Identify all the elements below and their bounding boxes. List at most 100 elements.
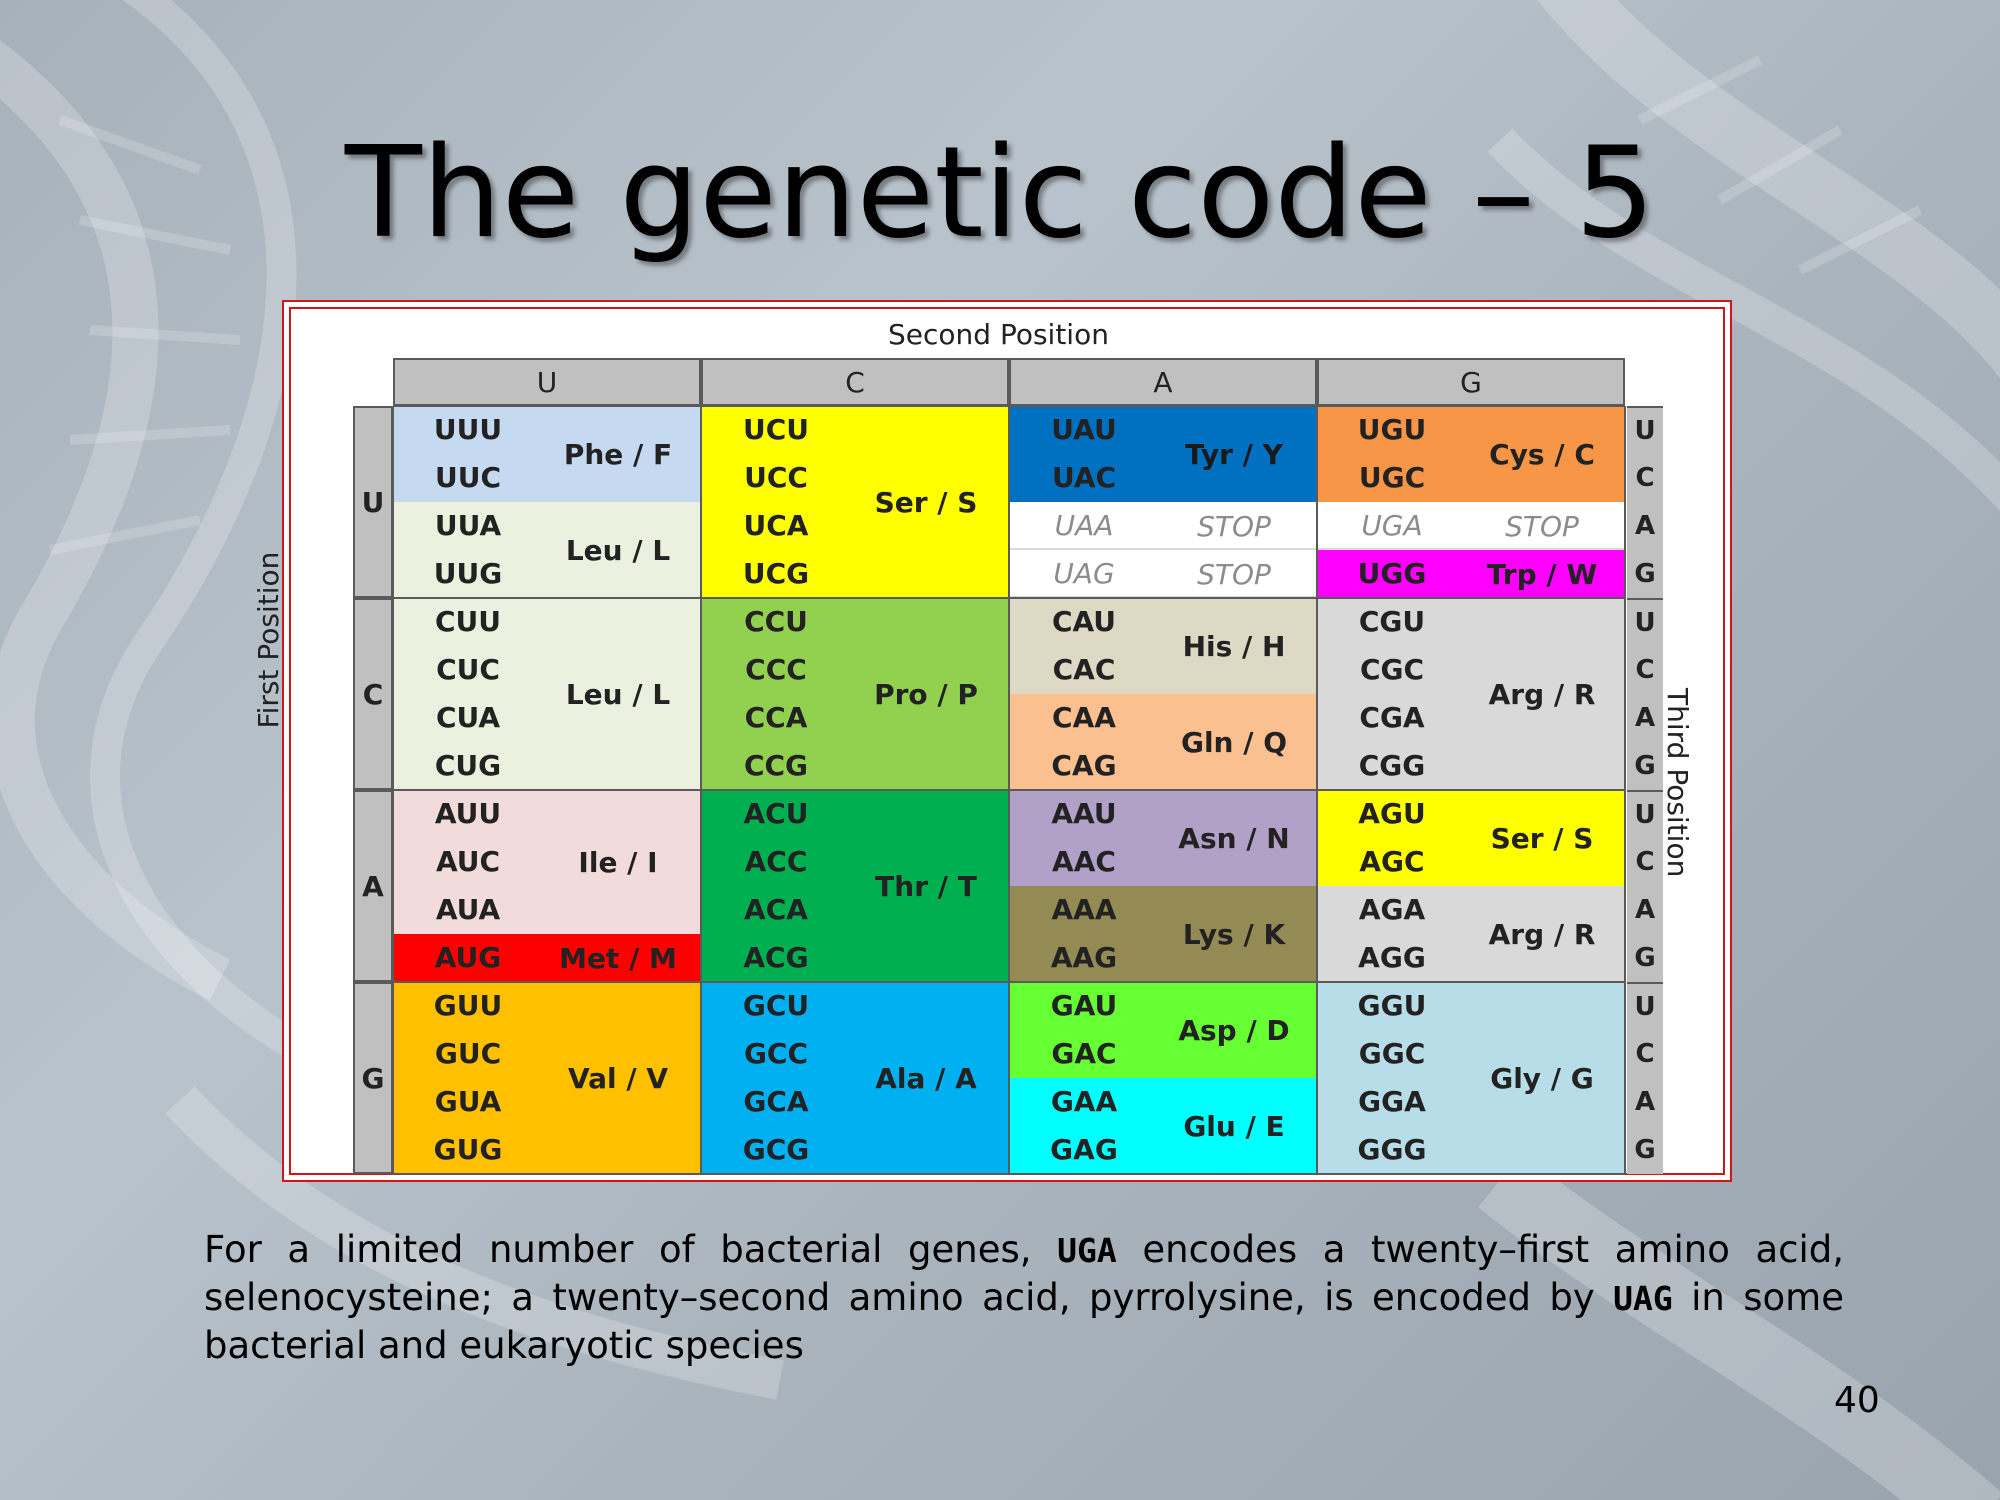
third-position-letter: U (1627, 406, 1663, 454)
aa-block-leu (393, 502, 701, 598)
grid-line-horizontal (393, 981, 1625, 983)
grid-line-horizontal (393, 597, 1625, 599)
page-number: 40 (1834, 1380, 1880, 1421)
amino-acid-label: Lys / K (1182, 917, 1286, 951)
aa-block-stop (1009, 550, 1317, 598)
aa-block-ser (701, 406, 1009, 598)
first-position-label: First Position (252, 551, 285, 729)
codon: CUU (434, 605, 502, 638)
codon: GGA (1358, 1085, 1426, 1118)
codon: GGU (1357, 989, 1427, 1022)
caption-part-3: in some bacterial and eukaryotic species (204, 1276, 1844, 1367)
third-position-letter: U (1627, 982, 1663, 1030)
third-position-letter: G (1627, 742, 1663, 790)
codon: CCA (744, 701, 808, 734)
third-position-letter: A (1627, 1078, 1663, 1126)
amino-acid-label: His / H (1182, 629, 1286, 663)
codon: CGG (1358, 749, 1426, 782)
codon: CCG (743, 749, 809, 782)
codon: UUU (433, 413, 503, 446)
first-header-a: A (353, 790, 393, 982)
first-header-u: U (353, 406, 393, 598)
aa-block-arg (1317, 598, 1625, 790)
codon: GCG (742, 1133, 810, 1166)
amino-acid-label: Gln / Q (1180, 725, 1288, 759)
codon: CAA (1052, 701, 1116, 734)
codon: AUA (435, 893, 501, 926)
amino-acid-label: Asn / N (1178, 821, 1290, 855)
codon: UGA (1361, 509, 1423, 542)
third-position-letter: A (1627, 694, 1663, 742)
codon: UAA (1054, 509, 1114, 542)
codon: CAG (1051, 749, 1117, 782)
grid-line-vertical (1624, 406, 1626, 1174)
aa-block-ala (701, 982, 1009, 1174)
codon: ACU (743, 797, 809, 830)
amino-acid-label: Cys / C (1489, 437, 1595, 471)
aa-block-ile (393, 790, 701, 934)
amino-acid-label: Ala / A (875, 1061, 977, 1095)
amino-acid-label: Thr / T (875, 869, 977, 903)
codon: UAG (1053, 557, 1115, 590)
codon: AUU (434, 797, 502, 830)
third-position-letter: G (1627, 550, 1663, 598)
codon: GGC (1358, 1037, 1426, 1070)
codon: ACC (744, 845, 808, 878)
third-position-letter: C (1627, 454, 1663, 502)
amino-acid-label: Glu / E (1183, 1109, 1285, 1143)
codon: AGG (1358, 941, 1426, 974)
caption-part-2: encodes a twenty–first amino acid, selen… (204, 1228, 1844, 1319)
codon: CGU (1358, 605, 1426, 638)
third-position-letter: C (1627, 838, 1663, 886)
codon: GCA (743, 1085, 809, 1118)
grid-line-horizontal (393, 1173, 1625, 1175)
codon: GAU (1050, 989, 1118, 1022)
aa-block-pro (701, 598, 1009, 790)
amino-acid-label: Ile / I (578, 845, 658, 879)
codon: CCC (745, 653, 807, 686)
aa-block-asn (1009, 790, 1317, 886)
aa-block-gly (1317, 982, 1625, 1174)
codon: CGA (1359, 701, 1425, 734)
codon: GGG (1357, 1133, 1427, 1166)
codon: CCU (744, 605, 808, 638)
amino-acid-label: Arg / R (1488, 917, 1596, 951)
slide-title: The genetic code – 5 (344, 119, 1656, 266)
second-header-a: A (1009, 358, 1317, 406)
aa-block-thr (701, 790, 1009, 982)
aa-block-arg (1317, 886, 1625, 982)
third-position-letter: U (1627, 598, 1663, 646)
first-header-c: C (353, 598, 393, 790)
codon: AGA (1358, 893, 1426, 926)
codon: UUG (433, 557, 503, 590)
amino-acid-label: Leu / L (565, 677, 671, 711)
aa-block-gln (1009, 694, 1317, 790)
third-position-letter: U (1627, 790, 1663, 838)
caption-part-1: For a limited number of bacterial genes, (204, 1228, 1058, 1271)
codon: UUA (434, 509, 502, 542)
caption-text: For a limited number of bacterial genes,… (204, 1226, 1844, 1369)
second-position-label: Second Position (888, 318, 1109, 351)
third-position-letter: C (1627, 646, 1663, 694)
codon: CAU (1051, 605, 1117, 638)
codon: UAC (1051, 461, 1117, 494)
amino-acid-label: Gly / G (1490, 1061, 1594, 1095)
first-header-g: G (353, 982, 393, 1174)
aa-block-trp (1317, 550, 1625, 598)
amino-acid-label: STOP (1505, 509, 1579, 543)
caption-code-uag: UAG (1613, 1279, 1673, 1318)
codon: GUC (434, 1037, 502, 1070)
codon: ACG (743, 941, 809, 974)
aa-block-phe (393, 406, 701, 502)
codon: UCG (742, 557, 810, 590)
aa-block-ser (1317, 790, 1625, 886)
third-position-label: Third Position (1661, 688, 1694, 878)
amino-acid-label: Pro / P (874, 677, 978, 711)
codon: UCU (742, 413, 810, 446)
codon: AGC (1359, 845, 1425, 878)
codon: AAU (1051, 797, 1117, 830)
codon: CGC (1359, 653, 1425, 686)
codon: AUC (435, 845, 501, 878)
codon: UCC (744, 461, 808, 494)
amino-acid-label: Phe / F (563, 437, 673, 471)
